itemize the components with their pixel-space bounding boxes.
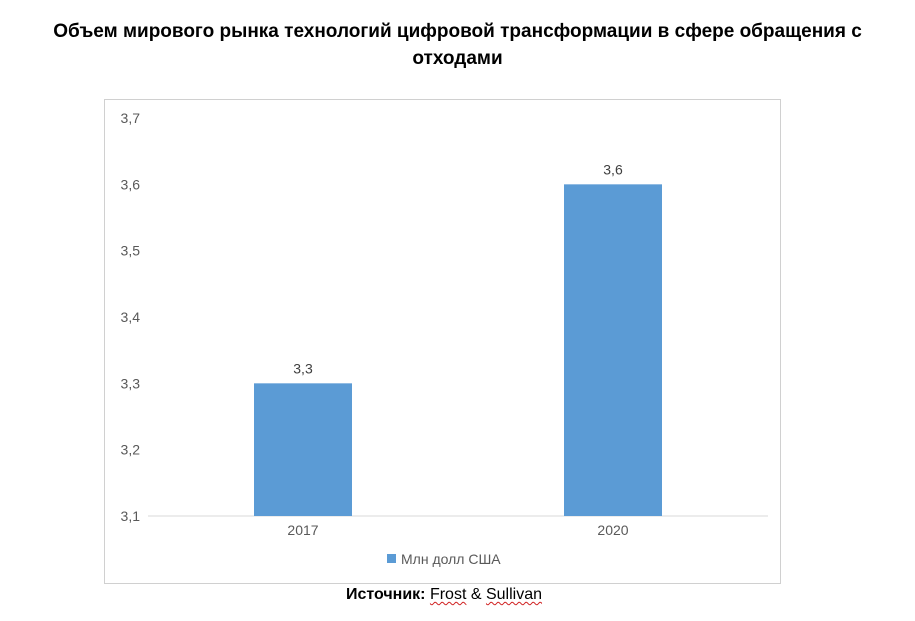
y-tick-label: 3,5 — [121, 243, 141, 259]
y-tick-label: 3,6 — [121, 176, 141, 192]
bar-2020 — [564, 184, 662, 517]
y-tick-label: 3,4 — [121, 309, 141, 325]
y-axis-ticks: 3,1 3,2 3,3 3,4 3,5 3,6 3,7 — [121, 110, 141, 524]
source-label: Источник: — [345, 586, 426, 603]
chart-title: Объем мирового рынка технологий цифровой… — [53, 21, 862, 69]
x-axis-ticks: 2017 2020 — [287, 522, 628, 538]
source-ampersand: & — [470, 586, 482, 603]
y-tick-label: 3,1 — [121, 508, 141, 524]
chart-frame — [104, 99, 781, 584]
source-name-sullivan: Sullivan — [485, 586, 543, 603]
source-note: Источник: Frost & Sullivan — [0, 586, 888, 604]
bars — [254, 184, 662, 517]
data-label-2017: 3,3 — [293, 360, 313, 376]
legend: Млн долл США — [387, 551, 501, 567]
y-tick-label: 3,2 — [121, 442, 141, 458]
y-tick-label: 3,3 — [121, 375, 141, 391]
data-labels: 3,3 3,6 — [293, 161, 623, 376]
bar-2017 — [254, 383, 352, 516]
data-label-2020: 3,6 — [603, 161, 623, 177]
legend-swatch — [387, 554, 396, 563]
x-tick-label-2020: 2020 — [597, 522, 628, 538]
y-tick-label: 3,7 — [121, 110, 141, 126]
legend-label: Млн долл США — [401, 551, 501, 567]
x-tick-label-2017: 2017 — [287, 522, 318, 538]
source-name-frost: Frost — [429, 586, 467, 603]
